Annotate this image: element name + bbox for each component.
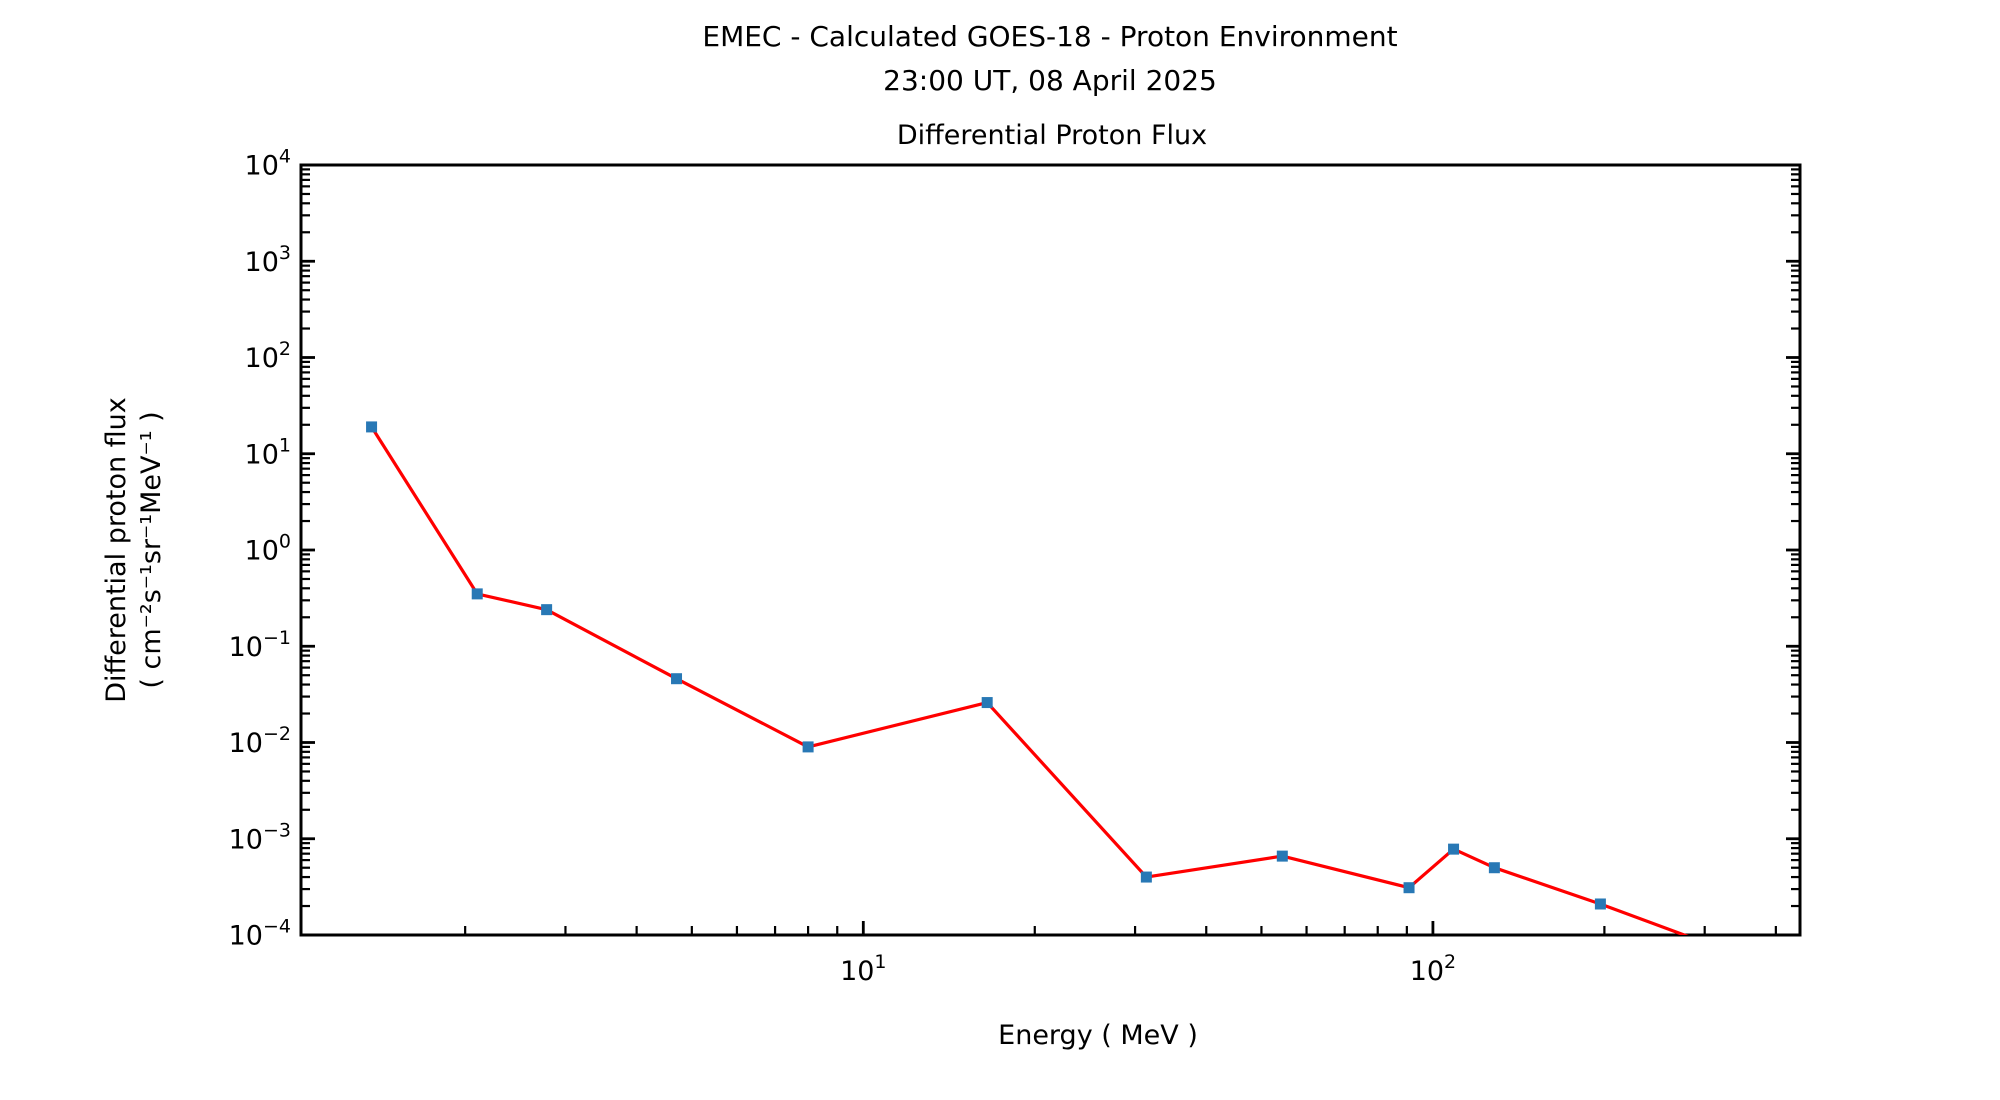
x-axis-minor-ticks [464, 926, 1777, 935]
data-point-marker [1594, 898, 1606, 910]
data-point-marker [981, 697, 993, 709]
y-tick-label: 103 [245, 242, 291, 278]
y-axis-major-ticks [301, 163, 1800, 937]
y-tick-label: 10−2 [229, 723, 291, 759]
y-tick-label: 104 [245, 146, 291, 182]
data-point-marker [471, 588, 483, 600]
x-tick-label: 102 [1410, 951, 1456, 987]
y-tick-label: 101 [245, 434, 291, 470]
y-axis-minor-ticks [301, 168, 1800, 908]
data-point-marker [671, 673, 683, 685]
flux-line [370, 425, 1689, 935]
data-point-marker [1488, 862, 1500, 874]
x-axis-major-ticks [861, 921, 1435, 935]
y-tick-label: 10−4 [229, 916, 291, 952]
data-point-marker [366, 421, 378, 433]
figure-title: EMEC - Calculated GOES-18 - Proton Envir… [702, 20, 1397, 53]
figure-title-datetime: 23:00 UT, 08 April 2025 [883, 64, 1217, 97]
y-tick-label: 100 [245, 531, 291, 567]
y-tick-label: 102 [245, 338, 291, 374]
flux-series [366, 421, 1737, 958]
data-point-marker [541, 604, 553, 616]
data-point-marker [1726, 947, 1737, 958]
plot-border [299, 163, 1802, 937]
y-tick-label: 10−3 [229, 819, 291, 855]
data-point-marker [1140, 871, 1152, 883]
axes-layer: 104 103 102 101 100 10−1 10−2 10−3 10−4 101 102 [229, 146, 1802, 987]
y-axis-label-line2: ( cm⁻²s⁻¹sr⁻¹MeV⁻¹ ) [136, 411, 167, 688]
y-tick-label: 10−1 [229, 627, 291, 663]
axes-title: Differential Proton Flux [897, 120, 1207, 151]
data-point-markers [366, 421, 1737, 958]
y-axis-label-line1: Differential proton flux [101, 397, 132, 703]
x-axis-label: Energy ( MeV ) [998, 1020, 1198, 1051]
data-point-marker [1276, 850, 1288, 862]
data-point-marker [802, 741, 814, 753]
data-layer [366, 421, 1737, 958]
data-point-marker [1403, 882, 1415, 894]
y-axis-tick-labels: 104 103 102 101 100 10−1 10−2 10−3 10−4 [229, 146, 291, 952]
data-point-marker [1448, 843, 1460, 855]
x-tick-label: 101 [840, 951, 886, 987]
x-axis-tick-labels: 101 102 [840, 951, 1456, 987]
